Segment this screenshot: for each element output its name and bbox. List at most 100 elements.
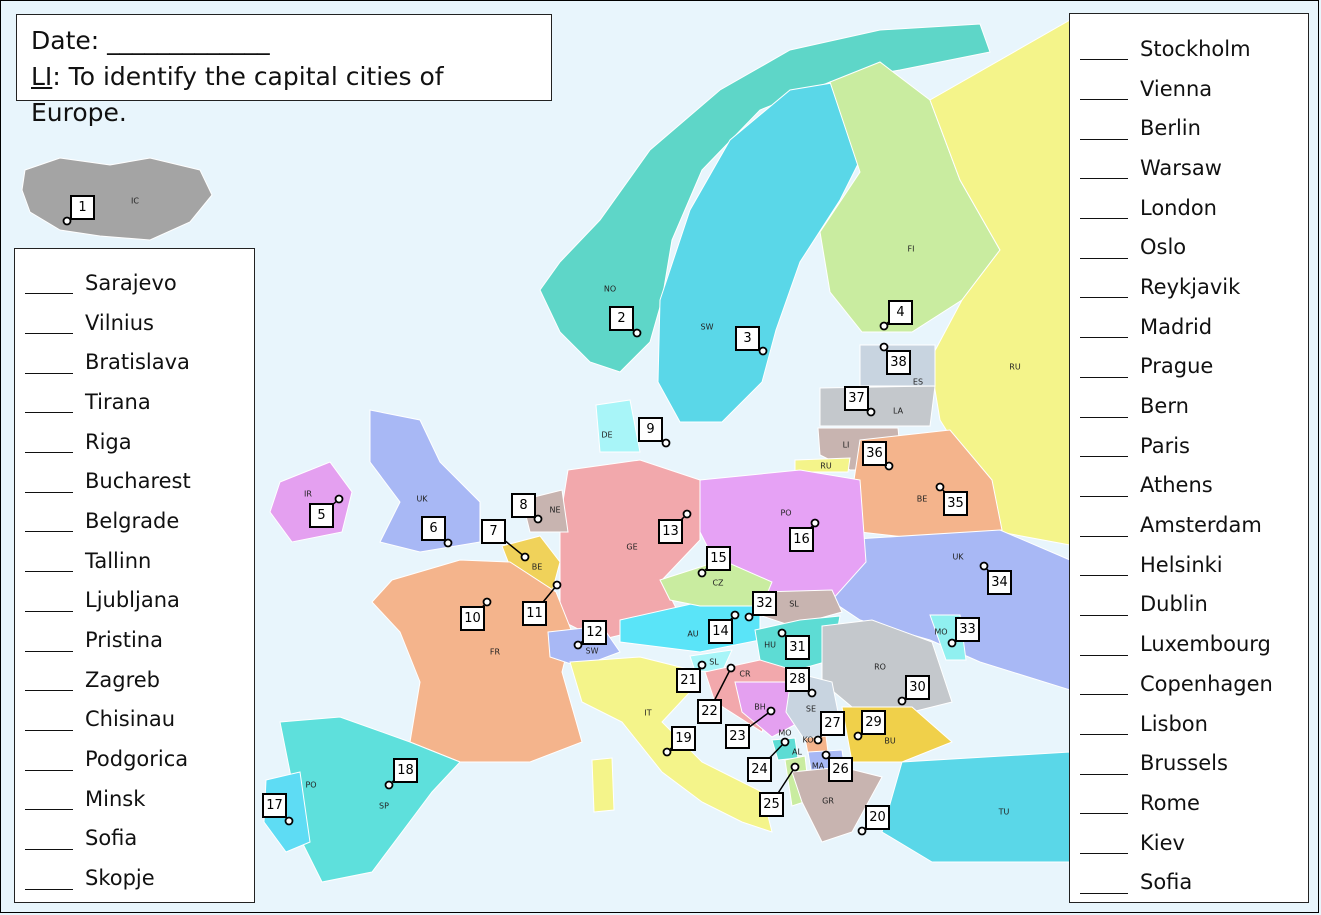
answer-blank[interactable] (25, 629, 73, 652)
marker-number-box: 18 (393, 758, 418, 783)
answer-blank[interactable] (1080, 196, 1128, 220)
capital-list-right: Stockholm Vienna Berlin Warsaw London Oslo Rey… (1069, 13, 1309, 903)
answer-blank[interactable] (1080, 156, 1128, 180)
capital-name: Reykjavik (1140, 274, 1241, 299)
country-code-label: NO (603, 284, 617, 294)
li-label: LI (31, 62, 53, 91)
answer-blank[interactable] (25, 311, 73, 335)
answer-blank[interactable] (25, 787, 73, 811)
answer-row: Chisinau (15, 700, 254, 740)
answer-blank[interactable] (25, 430, 73, 454)
answer-blank[interactable] (1080, 434, 1128, 458)
capital-name: Podgorica (85, 747, 189, 772)
answer-blank[interactable] (25, 549, 73, 573)
country-code-label: HU (764, 640, 776, 650)
country-code-label: AU (687, 629, 699, 639)
capital-name: Berlin (1140, 116, 1201, 141)
answer-blank[interactable] (1080, 831, 1128, 855)
marker-number-box: 32 (752, 591, 777, 616)
answer-blank[interactable] (1080, 871, 1128, 894)
answer-blank[interactable] (25, 708, 73, 731)
marker-number-box: 20 (865, 805, 890, 830)
capital-name: Stockholm (1140, 36, 1251, 61)
capital-dot (780, 737, 790, 747)
answer-row: Sarajevo (15, 263, 254, 303)
answer-row: Luxembourg (1070, 624, 1308, 664)
answer-row: Rome (1070, 783, 1308, 823)
capital-name: London (1140, 195, 1217, 220)
marker-number-box: 14 (708, 619, 733, 644)
answer-blank[interactable] (1080, 474, 1128, 497)
answer-row: Stockholm (1070, 29, 1308, 69)
answer-blank[interactable] (1080, 553, 1128, 577)
capital-dot (482, 597, 492, 607)
country-code-label: ES (912, 377, 924, 387)
country-code-label: KO (802, 735, 814, 745)
answer-row: Bratislava (15, 342, 254, 382)
country-code-label: NE (549, 505, 561, 515)
answer-blank[interactable] (25, 351, 73, 374)
capital-dot (790, 762, 800, 772)
capital-name: Helsinki (1140, 552, 1223, 577)
answer-blank[interactable] (25, 668, 73, 692)
capital-name: Copenhagen (1140, 671, 1273, 696)
capital-dot (552, 580, 562, 590)
answer-blank[interactable] (1080, 275, 1128, 299)
marker-number-box: 2 (609, 306, 634, 331)
answer-blank[interactable] (1080, 514, 1128, 537)
marker-number-box: 7 (481, 519, 506, 544)
answer-row: Minsk (15, 779, 254, 819)
country-denmark (595, 399, 641, 453)
answer-blank[interactable] (1080, 37, 1128, 61)
marker-number-box: 17 (262, 793, 287, 818)
capital-dot (897, 696, 907, 706)
country-code-label: MO (778, 728, 792, 738)
answer-blank[interactable] (1080, 236, 1128, 259)
answer-blank[interactable] (1080, 355, 1128, 378)
capital-name: Ljubljana (85, 588, 180, 613)
country-code-label: PO (305, 780, 317, 790)
answer-blank[interactable] (1080, 593, 1128, 616)
answer-blank[interactable] (1080, 712, 1128, 736)
answer-row: Tirana (15, 382, 254, 422)
answer-blank[interactable] (25, 470, 73, 493)
marker-number-box: 36 (862, 441, 887, 466)
answer-row: Zagreb (15, 660, 254, 700)
marker-number-box: 16 (789, 527, 814, 552)
answer-blank[interactable] (25, 589, 73, 612)
answer-blank[interactable] (25, 271, 73, 295)
answer-blank[interactable] (25, 509, 73, 533)
answer-blank[interactable] (1080, 395, 1128, 418)
answer-blank[interactable] (25, 390, 73, 414)
answer-blank[interactable] (1080, 791, 1128, 815)
answer-blank[interactable] (1080, 315, 1128, 339)
answer-blank[interactable] (1080, 77, 1128, 101)
capital-name: Dublin (1140, 592, 1208, 617)
learning-intention: LI: To identify the capital cities of Eu… (31, 59, 537, 131)
country-code-label: SL (709, 657, 719, 667)
country-code-label: MA (811, 761, 825, 771)
marker-number-box: 9 (638, 417, 663, 442)
marker-number-box: 37 (844, 386, 869, 411)
answer-row: Vienna (1070, 69, 1308, 109)
answer-blank[interactable] (1080, 117, 1128, 140)
answer-row: Belgrade (15, 501, 254, 541)
capital-dot (573, 640, 583, 650)
capital-dot (866, 407, 876, 417)
country-code-label: BU (884, 736, 896, 746)
answer-row: Oslo (1070, 227, 1308, 267)
answer-blank[interactable] (25, 748, 73, 771)
country-code-label: SE (805, 704, 817, 714)
answer-blank[interactable] (1080, 672, 1128, 696)
marker-number-box: 4 (888, 300, 913, 325)
answer-blank[interactable] (1080, 752, 1128, 775)
answer-blank[interactable] (25, 827, 73, 850)
answer-blank[interactable] (25, 867, 73, 890)
capital-dot (813, 735, 823, 745)
answer-row: Dublin (1070, 585, 1308, 625)
worksheet-header: Date: _____________ LI: To identify the … (16, 14, 552, 127)
capital-dot (879, 321, 889, 331)
answer-row: Bern (1070, 386, 1308, 426)
answer-row: Sofia (15, 819, 254, 859)
answer-blank[interactable] (1080, 633, 1128, 656)
